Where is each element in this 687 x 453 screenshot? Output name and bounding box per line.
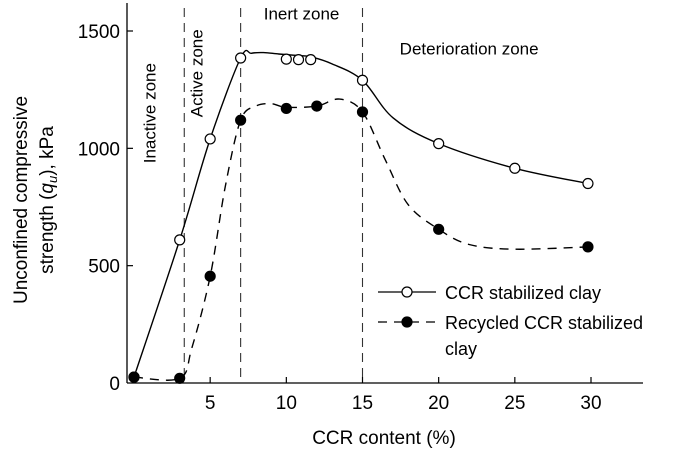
data-point-ccr — [509, 162, 521, 174]
x-tick-label: 20 — [428, 393, 449, 414]
x-tick-label: 15 — [352, 393, 373, 414]
data-point-recycled — [433, 223, 445, 235]
data-point-recycled — [280, 102, 292, 115]
zone-label: Inactive zone — [140, 63, 159, 163]
data-point-recycled — [582, 241, 594, 253]
data-point-ccr — [204, 133, 216, 145]
y-axis-title-line2: strength (qu), kPa — [37, 126, 60, 274]
y-tick-label: 1500 — [78, 22, 120, 43]
data-point-recycled — [128, 371, 140, 383]
data-point-ccr — [174, 234, 186, 246]
data-point-recycled — [356, 106, 369, 118]
axes — [126, 3, 643, 384]
x-tick-label: 10 — [276, 393, 297, 414]
legend-marker-recycled — [401, 316, 413, 328]
data-point-ccr — [305, 54, 317, 66]
data-point-ccr — [356, 74, 369, 86]
legend-label-recycled: Recycled CCR stabilized — [445, 313, 643, 333]
data-point-ccr — [280, 53, 292, 65]
zone-label: Deterioration zone — [400, 39, 539, 58]
series-line-ccr — [133, 49, 589, 378]
y-axis-title-line1: Unconfined compressive — [11, 96, 32, 304]
legend-marker-ccr — [401, 286, 413, 298]
data-point-ccr — [235, 52, 247, 64]
legend-label-recycled-line2: clay — [445, 339, 477, 359]
x-axis-title: CCR content (%) — [312, 428, 456, 449]
y-axis-title-group: Unconfined compressive strength (qu), kPa — [11, 96, 60, 304]
y-tick-label: 1000 — [78, 139, 120, 160]
y-tick-label: 0 — [109, 374, 120, 395]
zone-labels: Inactive zone Active zone Inert zone Deteri… — [140, 4, 538, 163]
data-point-recycled — [235, 114, 247, 126]
data-point-ccr — [433, 138, 445, 150]
series-markers — [128, 52, 594, 384]
legend: CCR stabilized clay Recycled CCR stabili… — [378, 283, 643, 359]
data-point-recycled — [204, 270, 216, 282]
data-point-recycled — [174, 372, 186, 384]
zone-boundaries — [183, 8, 364, 383]
legend-label-ccr: CCR stabilized clay — [445, 283, 601, 303]
zone-label: Active zone — [188, 29, 207, 117]
x-tick-label: 5 — [205, 393, 216, 414]
data-point-ccr — [582, 177, 594, 190]
x-tick-label: 25 — [504, 393, 525, 414]
zone-label: Inert zone — [264, 4, 340, 23]
y-tick-label: 500 — [88, 257, 120, 278]
data-point-ccr — [292, 54, 305, 66]
data-point-recycled — [311, 100, 323, 112]
series-line-recycled — [133, 98, 589, 381]
x-tick-label: 30 — [580, 393, 601, 414]
axis-ticks: 5 10 15 20 25 30 0 500 1000 1500 — [78, 22, 602, 414]
